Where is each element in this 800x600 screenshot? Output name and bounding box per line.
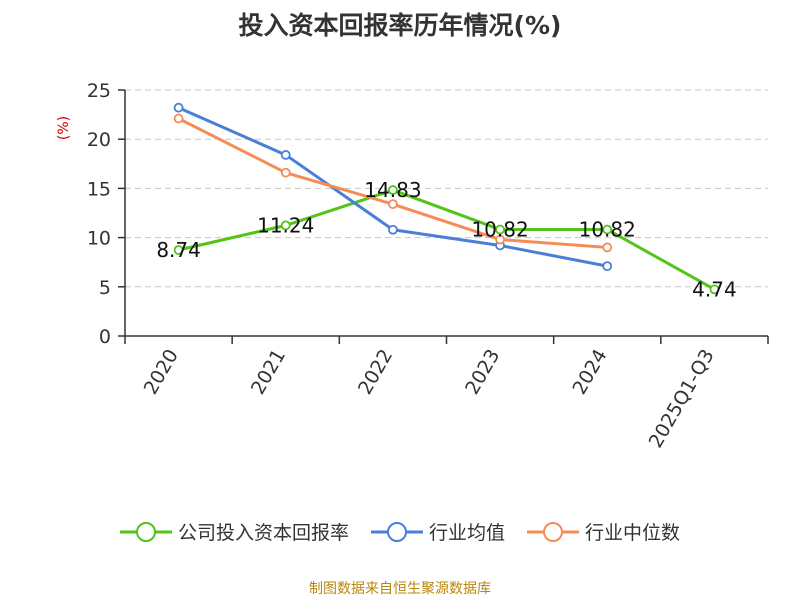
legend-circle [386, 521, 407, 542]
x-tick-label-1: 2021 [247, 346, 290, 399]
legend-marker-icon [527, 521, 579, 542]
x-tick-label-3: 2023 [461, 346, 504, 399]
data-point-0-0[interactable] [173, 245, 184, 255]
data-point-0-4[interactable] [602, 224, 613, 235]
x-tick-label-4: 2024 [568, 346, 611, 399]
data-label-1: 11.24 [257, 213, 314, 237]
legend-item-2[interactable]: 行业中位数 [527, 518, 680, 545]
data-point-2-4[interactable] [602, 242, 613, 253]
legend-circle [135, 521, 156, 542]
grid-layer [125, 89, 768, 288]
data-label-0: 8.74 [156, 238, 201, 262]
series-line-0 [178, 188, 716, 291]
chart-title: 投入资本回报率历年情况(%) [238, 11, 562, 40]
legend-label: 公司投入资本回报率 [177, 522, 349, 544]
y-tick-label-10: 10 [87, 228, 111, 250]
y-tick-label-5: 5 [99, 277, 111, 299]
y-axis-label: (%) [56, 116, 72, 140]
axis-layer: 0 5 10 15 20 25 2020 2021 2022 2023 2024 2025Q1-Q3 [87, 80, 769, 452]
data-point-2-0[interactable] [173, 113, 184, 124]
data-label-3: 10.82 [471, 218, 528, 242]
legend-item-1[interactable]: 行业均值 [370, 518, 505, 545]
label-layer: 8.74 11.24 14.83 10.82 10.82 4.74 [156, 178, 736, 301]
data-point-0-3[interactable] [495, 224, 505, 235]
data-point-0-1[interactable] [280, 220, 291, 231]
legend: 公司投入资本回报率 行业均值 行业中位数 [0, 518, 800, 545]
y-tick-label-25: 25 [87, 80, 111, 102]
legend-item-0[interactable]: 公司投入资本回报率 [119, 518, 349, 545]
source-note: 制图数据来自恒生聚源数据库 [309, 581, 491, 597]
y-tick-label-0: 0 [99, 326, 111, 348]
legend-circle [543, 521, 563, 542]
data-point-1-2[interactable] [388, 224, 398, 235]
data-label-2: 14.83 [364, 178, 421, 202]
data-point-0-2[interactable] [388, 185, 398, 195]
y-tick-label-20: 20 [87, 129, 111, 151]
x-tick-label-2: 2022 [354, 346, 397, 399]
data-point-2-1[interactable] [280, 167, 291, 178]
legend-marker-icon [119, 521, 172, 542]
legend-label: 行业均值 [428, 522, 505, 544]
x-tick-label-0: 2020 [140, 346, 183, 399]
legend-marker-icon [370, 521, 423, 542]
data-point-1-4[interactable] [602, 261, 613, 272]
data-point-2-3[interactable] [495, 234, 505, 245]
data-point-0-5[interactable] [709, 284, 720, 295]
x-tick-label-5: 2025Q1-Q3 [645, 346, 719, 452]
legend-label: 行业中位数 [585, 522, 681, 544]
series-layer [173, 102, 720, 295]
data-label-4: 10.82 [579, 218, 636, 242]
data-point-1-0[interactable] [173, 102, 184, 113]
data-point-2-2[interactable] [388, 199, 398, 210]
data-label-5: 4.74 [692, 277, 737, 301]
y-tick-label-15: 15 [87, 178, 111, 200]
data-point-1-1[interactable] [280, 150, 291, 160]
